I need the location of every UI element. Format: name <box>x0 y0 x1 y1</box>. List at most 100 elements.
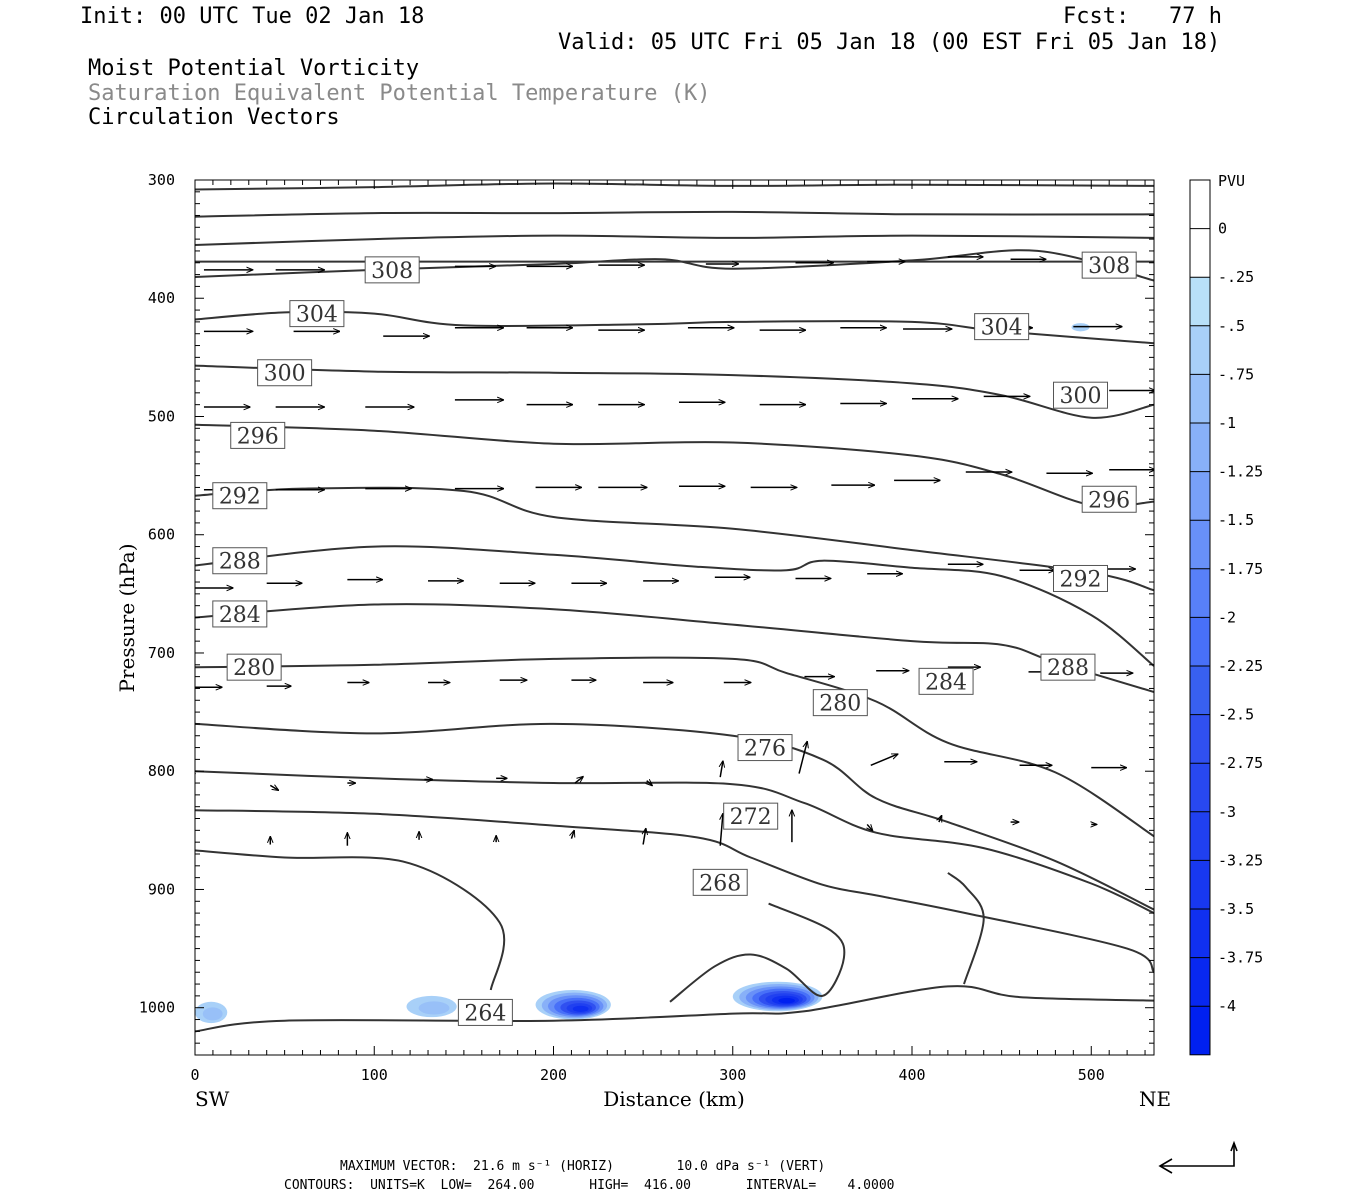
colorbar-label: -3.25 <box>1218 851 1263 869</box>
contour-line <box>195 234 1154 246</box>
colorbar-swatch <box>1190 957 1210 1007</box>
contour-label-text: 292 <box>1060 567 1102 592</box>
pv-anomaly-shade <box>572 1005 589 1012</box>
colorbar-label: -4 <box>1218 997 1236 1015</box>
contour-line <box>195 656 1154 838</box>
contour-label: 304 <box>974 313 1030 341</box>
y-tick-label: 700 <box>148 644 175 662</box>
circulation-vector <box>939 816 942 822</box>
circulation-vector <box>720 814 723 846</box>
circulation-vector <box>269 785 278 790</box>
contour-label-text: 296 <box>237 424 279 449</box>
colorbar-label: -1 <box>1218 414 1236 432</box>
y-axis-title: Pressure (hPa) <box>115 544 139 693</box>
contour-label-text: 280 <box>233 656 275 681</box>
x-tick-label: 0 <box>190 1066 199 1084</box>
y-tick-label: 800 <box>148 762 175 780</box>
contour-line <box>195 809 1154 973</box>
contour-label: 304 <box>289 300 345 328</box>
contour-labels: 308 304 300 296 292 288 284 280 304 308 300 296 292 2… <box>212 251 1137 1026</box>
contour-label: 292 <box>212 482 268 510</box>
colorbar-swatch <box>1190 1006 1210 1055</box>
contour-line <box>195 849 506 991</box>
contour-label-text: 272 <box>730 805 772 830</box>
colorbar-swatch <box>1190 763 1210 812</box>
contour-line <box>195 545 1154 667</box>
colorbar-label: -3.5 <box>1218 900 1254 918</box>
colorbar-label: -3 <box>1218 803 1236 821</box>
contour-line <box>195 770 1154 915</box>
pv-anomaly-shade <box>202 1007 223 1021</box>
colorbar-label: -2 <box>1218 608 1236 626</box>
contour-label: 284 <box>212 600 268 628</box>
colorbar-label: -1.25 <box>1218 463 1263 481</box>
colorbar-unit: PVU <box>1218 172 1245 190</box>
contour-label: 280 <box>812 689 868 717</box>
circulation-vectors <box>195 257 1154 846</box>
colorbar-swatch <box>1190 860 1210 909</box>
contour-label: 296 <box>230 421 286 449</box>
contour-label-text: 280 <box>819 692 861 717</box>
circulation-vector <box>867 823 872 830</box>
contour-label: 288 <box>212 547 268 575</box>
y-tick-label: 1000 <box>139 999 175 1017</box>
circulation-vector <box>720 761 723 778</box>
contour-label-text: 308 <box>371 259 413 284</box>
circulation-vector <box>643 829 646 845</box>
colorbar-swatch <box>1190 811 1210 861</box>
colorbar-label: -.75 <box>1218 365 1254 383</box>
x-tick-label: 500 <box>1078 1066 1105 1084</box>
pv-anomaly <box>195 1001 228 1024</box>
axes: 300 400 500 600 700 800 900 1000 0 100 200 300 400 50… <box>139 171 1154 1084</box>
contour-label-text: 284 <box>219 603 261 628</box>
colorbar-swatch <box>1190 374 1210 423</box>
colorbar-label: -2.25 <box>1218 657 1263 675</box>
contour-label-text: 284 <box>925 670 967 695</box>
contour-line <box>195 423 1154 508</box>
colorbar-label: -2.75 <box>1218 754 1263 772</box>
y-tick-label: 300 <box>148 171 175 189</box>
colorbar-label: -2.5 <box>1218 706 1254 724</box>
contour-label: 280 <box>226 653 282 681</box>
y-tick-label: 400 <box>148 289 175 307</box>
colorbar-swatch <box>1190 180 1210 229</box>
colorbar-swatch <box>1190 228 1210 278</box>
colorbar-swatch <box>1190 471 1210 521</box>
colorbar-swatch <box>1190 520 1210 569</box>
contour-line <box>195 364 1154 419</box>
colorbar-swatch <box>1190 666 1210 715</box>
contour-label: 300 <box>1053 381 1109 409</box>
contour-label: 308 <box>1081 251 1137 279</box>
x-axis-right-end-label: NE <box>1139 1087 1171 1111</box>
contour-line <box>195 249 1154 282</box>
forecast-hour: Fcst: 77 h <box>1063 4 1222 29</box>
circulation-vector <box>574 777 583 784</box>
pv-colorbar: 0 -.25 -.5 -.75 -1 -1.25 -1.5 -1.75 -2 -2.25 -2.5 -… <box>1189 179 1263 1056</box>
contour-line <box>195 985 1154 1033</box>
colorbar-label: -.5 <box>1218 317 1245 335</box>
colorbar-label: -1.75 <box>1218 560 1263 578</box>
contour-line <box>669 902 846 1003</box>
y-tick-label: 600 <box>148 526 175 544</box>
colorbar-label: -.25 <box>1218 268 1254 286</box>
contour-label: 284 <box>918 667 974 695</box>
contour-label-text: 304 <box>296 303 338 328</box>
colorbar-swatch <box>1190 568 1210 618</box>
circulation-vector <box>870 754 898 766</box>
contour-label-text: 276 <box>744 737 786 762</box>
contour-line <box>947 872 985 985</box>
contour-label: 276 <box>737 734 793 762</box>
pv-shading-layer <box>195 323 1090 1024</box>
contour-line <box>195 603 1154 693</box>
reference-vector-icon <box>1158 1140 1238 1174</box>
colorbar-swatch <box>1190 423 1210 472</box>
contour-label: 272 <box>723 802 779 830</box>
x-tick-label: 100 <box>361 1066 388 1084</box>
colorbar-swatch <box>1190 617 1210 666</box>
circulation-vector <box>571 831 574 839</box>
contour-label-text: 264 <box>464 1001 506 1026</box>
contour-label-text: 296 <box>1088 488 1130 513</box>
colorbar-swatch <box>1190 277 1210 326</box>
max-vector-note: MAXIMUM VECTOR: 21.6 m s⁻¹ (HORIZ) 10.0 … <box>340 1159 826 1174</box>
